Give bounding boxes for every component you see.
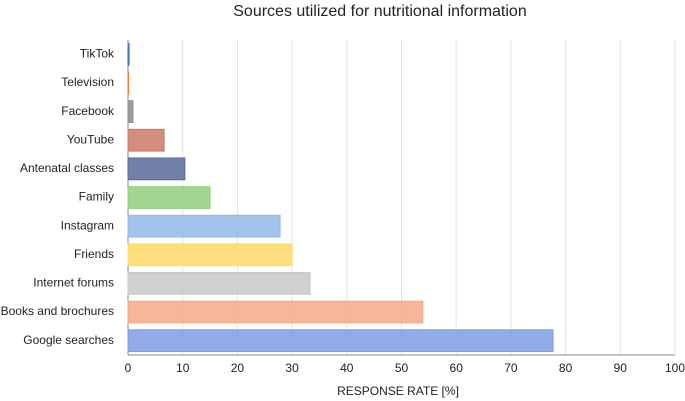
x-tick-label: 40 bbox=[340, 361, 354, 375]
x-tick-label: 30 bbox=[285, 361, 299, 375]
bar bbox=[127, 42, 130, 66]
x-axis-label: RESPONSE RATE [%] bbox=[337, 384, 459, 398]
bar bbox=[127, 300, 424, 324]
x-tick-label: 50 bbox=[395, 361, 409, 375]
x-tick-label: 20 bbox=[231, 361, 245, 375]
x-tick-label: 70 bbox=[504, 361, 518, 375]
y-tick-label: Books and brochures bbox=[1, 304, 114, 318]
x-tick-label: 80 bbox=[559, 361, 573, 375]
bar bbox=[127, 157, 186, 181]
bar bbox=[127, 128, 165, 152]
bar bbox=[127, 243, 293, 267]
x-tick-label: 60 bbox=[450, 361, 464, 375]
chart-title: Sources utilized for nutritional informa… bbox=[233, 3, 526, 20]
bar bbox=[127, 100, 134, 123]
y-tick-label: Internet forums bbox=[33, 276, 114, 290]
x-tick-label: 0 bbox=[125, 361, 132, 375]
x-tick-label: 90 bbox=[614, 361, 628, 375]
y-tick-label: YouTube bbox=[67, 132, 114, 146]
y-tick-label: Facebook bbox=[61, 104, 115, 118]
bar bbox=[127, 214, 281, 238]
bar bbox=[127, 71, 130, 95]
y-tick-label: Family bbox=[79, 190, 114, 204]
y-tick-label: Google searches bbox=[23, 333, 114, 347]
y-tick-label: Television bbox=[61, 75, 114, 89]
y-tick-label: Instagram bbox=[61, 218, 114, 232]
bar bbox=[127, 272, 311, 295]
y-tick-label: Friends bbox=[74, 247, 114, 261]
bar bbox=[127, 186, 211, 209]
y-tick-label: Antenatal classes bbox=[20, 161, 114, 175]
x-tick-label: 10 bbox=[176, 361, 190, 375]
bar bbox=[127, 329, 554, 353]
y-tick-label: TikTok bbox=[80, 46, 115, 60]
x-tick-label: 100 bbox=[665, 361, 685, 375]
